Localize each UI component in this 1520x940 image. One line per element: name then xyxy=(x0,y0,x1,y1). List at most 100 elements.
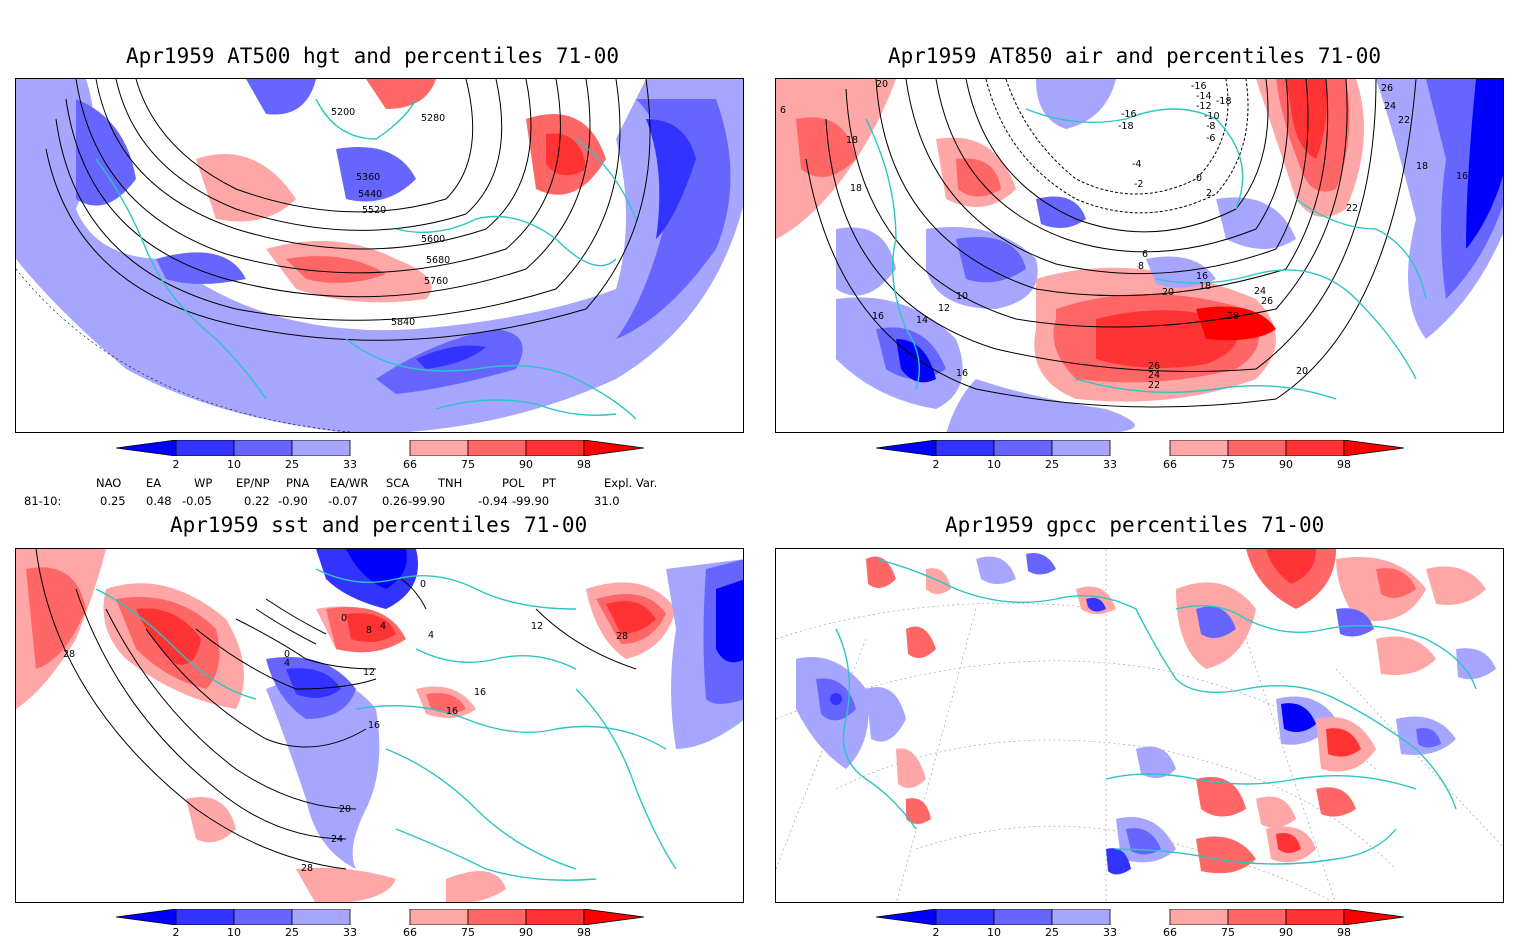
colorbar-tick: 33 xyxy=(343,458,357,471)
svg-text:0: 0 xyxy=(1196,173,1202,184)
colorbar-tick: 25 xyxy=(285,458,299,471)
index-value: 0.48 xyxy=(146,494,172,508)
svg-text:28: 28 xyxy=(616,631,628,642)
svg-text:12: 12 xyxy=(938,303,950,314)
svg-text:-6: -6 xyxy=(1206,133,1215,144)
index-value: 0.22 xyxy=(244,494,270,508)
index-value: 31.0 xyxy=(594,494,620,508)
index-header: EA xyxy=(146,476,162,490)
colorbar-tick: 98 xyxy=(1337,926,1351,939)
colorbar-tick: 90 xyxy=(1279,926,1293,939)
colorbar-tick: 98 xyxy=(577,926,591,939)
panel3-map: 28 4 0 12 16 20 24 28 16 16 0 8 0 4 4 12… xyxy=(15,548,744,903)
index-header: SCA xyxy=(386,476,410,490)
svg-text:18: 18 xyxy=(850,183,862,194)
panel4-map xyxy=(775,548,1504,903)
svg-text:28: 28 xyxy=(63,649,75,660)
svg-text:28: 28 xyxy=(1227,311,1239,322)
svg-text:26: 26 xyxy=(1148,361,1160,372)
index-header: EP/NP xyxy=(236,476,270,490)
colorbar-tick: 2 xyxy=(172,926,180,939)
svg-text:-8: -8 xyxy=(1206,121,1215,132)
colorbar-tick: 2 xyxy=(932,458,940,471)
colorbar-tick: 66 xyxy=(403,458,417,471)
index-value: 0.26 xyxy=(382,494,408,508)
svg-text:24: 24 xyxy=(1254,286,1266,297)
svg-text:5520: 5520 xyxy=(362,205,386,216)
svg-text:16: 16 xyxy=(474,687,486,698)
colorbar-tick: 75 xyxy=(1221,926,1235,939)
svg-text:14: 14 xyxy=(916,315,928,326)
colorbar-tick: 98 xyxy=(577,458,591,471)
colorbar-tick: 25 xyxy=(1045,458,1059,471)
svg-text:0: 0 xyxy=(420,579,426,590)
panel1-map: 5200 5280 5360 5440 5520 5600 5680 5760 … xyxy=(15,78,744,433)
colorbar-tick: 2 xyxy=(172,458,180,471)
colorbar-tick: 66 xyxy=(403,926,417,939)
svg-text:26: 26 xyxy=(1381,83,1393,94)
svg-text:6: 6 xyxy=(780,105,786,116)
colorbar-tick: 66 xyxy=(1163,926,1177,939)
colorbar-panel4: 2 10 25 33 66 75 90 98 xyxy=(876,909,1406,940)
svg-text:16: 16 xyxy=(872,311,884,322)
svg-text:-18: -18 xyxy=(1118,121,1134,132)
index-row-label: 81-10: xyxy=(24,494,62,508)
svg-text:26: 26 xyxy=(1261,296,1273,307)
colorbar-tick: 66 xyxy=(1163,458,1177,471)
svg-text:20: 20 xyxy=(339,804,351,815)
svg-text:16: 16 xyxy=(368,720,380,731)
svg-text:0: 0 xyxy=(284,649,290,660)
colorbar-tick: 10 xyxy=(227,926,241,939)
svg-text:12: 12 xyxy=(363,667,375,678)
colorbar-tick: 90 xyxy=(519,926,533,939)
svg-text:18: 18 xyxy=(1199,281,1211,292)
svg-text:5280: 5280 xyxy=(421,113,445,124)
svg-text:5360: 5360 xyxy=(356,172,380,183)
panel1-title: Apr1959 AT500 hgt and percentiles 71-00 xyxy=(126,44,620,68)
index-header: WP xyxy=(194,476,213,490)
colorbar-panel1: 2 10 25 33 66 75 90 98 xyxy=(116,440,646,472)
colorbar-tick: 98 xyxy=(1337,458,1351,471)
svg-text:24: 24 xyxy=(1384,101,1396,112)
index-value: -99.90 xyxy=(512,494,550,508)
colorbar-tick: 10 xyxy=(987,458,1001,471)
svg-text:-16: -16 xyxy=(1121,109,1137,120)
svg-text:4: 4 xyxy=(284,658,290,669)
index-header: EA/WR xyxy=(330,476,369,490)
index-value: -99.90 xyxy=(408,494,446,508)
svg-text:-4: -4 xyxy=(1132,159,1141,170)
svg-text:10: 10 xyxy=(956,291,968,302)
svg-text:16: 16 xyxy=(1456,171,1468,182)
svg-text:2: 2 xyxy=(1206,188,1212,199)
colorbar-tick: 75 xyxy=(461,458,475,471)
panel2-map: 20 6 18 18 16 10 12 14 16 6 8 16 18 20 2… xyxy=(775,78,1504,433)
svg-text:5200: 5200 xyxy=(331,107,355,118)
colorbar-tick: 33 xyxy=(1103,926,1117,939)
svg-text:4: 4 xyxy=(428,630,434,641)
svg-text:8: 8 xyxy=(366,625,372,636)
index-value: 0.25 xyxy=(100,494,126,508)
index-header: TNH xyxy=(438,476,463,490)
index-value: -0.94 xyxy=(478,494,508,508)
svg-text:-10: -10 xyxy=(1204,111,1220,122)
svg-text:5440: 5440 xyxy=(358,189,382,200)
svg-text:20: 20 xyxy=(1162,287,1174,298)
svg-text:28: 28 xyxy=(301,863,313,874)
index-header: PT xyxy=(542,476,556,490)
svg-text:16: 16 xyxy=(1196,271,1208,282)
index-header: POL xyxy=(502,476,525,490)
svg-text:18: 18 xyxy=(1416,161,1428,172)
colorbar-tick: 33 xyxy=(1103,458,1117,471)
index-header: PNA xyxy=(286,476,310,490)
svg-text:4: 4 xyxy=(380,621,386,632)
colorbar-tick: 2 xyxy=(932,926,940,939)
svg-text:20: 20 xyxy=(1296,366,1308,377)
svg-text:5600: 5600 xyxy=(421,234,445,245)
svg-text:22: 22 xyxy=(1346,203,1358,214)
svg-text:-16: -16 xyxy=(1191,81,1207,92)
index-header: Expl. Var. xyxy=(604,476,658,490)
colorbar-panel3: 2 10 25 33 66 75 90 98 xyxy=(116,909,646,940)
colorbar-tick: 75 xyxy=(1221,458,1235,471)
colorbar-panel2: 2 10 25 33 66 75 90 98 xyxy=(876,440,1406,472)
svg-text:16: 16 xyxy=(446,706,458,717)
